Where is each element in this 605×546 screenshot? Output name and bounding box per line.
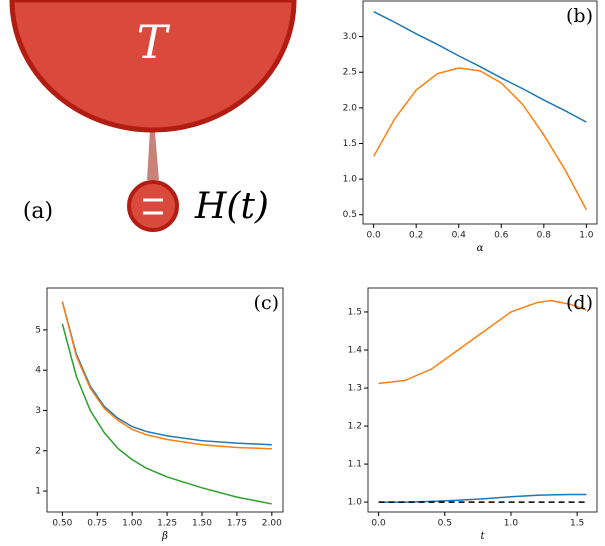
y-tick-label: 1.1 [348, 460, 362, 470]
series-line [372, 67, 588, 211]
x-axis-label: β [161, 531, 168, 542]
x-tick-label: 1.5 [570, 519, 584, 529]
stem [147, 96, 159, 180]
bottom-label: H(t) [194, 186, 269, 227]
x-tick-label: 1.0 [579, 231, 594, 241]
x-tick-label: 1.00 [122, 519, 142, 529]
panel-label: (b) [566, 5, 593, 27]
x-axis-label: t [480, 531, 485, 542]
y-tick-label: 1.5 [348, 307, 362, 317]
y-tick-label: 1.5 [343, 139, 357, 149]
x-tick-label: 0.0 [366, 231, 381, 241]
x-tick-label: 1.75 [227, 519, 247, 529]
axes-frame [367, 287, 598, 513]
series-line [61, 301, 272, 450]
series-line [378, 299, 587, 385]
y-tick-label: 1.4 [348, 345, 363, 355]
x-tick-label: 0.50 [52, 519, 72, 529]
x-axis-label: α [477, 243, 484, 254]
y-tick-label: 3.0 [343, 32, 358, 42]
y-tick-label: 3 [35, 406, 41, 416]
y-tick-label: 2.5 [343, 68, 357, 78]
y-tick-label: 1.0 [343, 175, 358, 185]
bottom-node [127, 180, 179, 232]
series-line [373, 11, 587, 123]
x-tick-label: 2.00 [262, 519, 282, 529]
series-line [61, 301, 272, 446]
panel-label: (a) [23, 199, 53, 224]
x-tick-label: 0.2 [409, 231, 423, 241]
series-line [61, 323, 272, 505]
panel-label: (d) [566, 292, 593, 314]
x-tick-label: 0.6 [494, 231, 509, 241]
x-tick-label: 1.0 [504, 519, 519, 529]
series-line [378, 493, 587, 503]
top-label: T [137, 15, 171, 69]
y-tick-label: 5 [35, 325, 41, 335]
x-tick-label: 1.50 [192, 519, 212, 529]
y-tick-label: 0.5 [343, 210, 357, 220]
axes-frame [46, 287, 284, 513]
diagram: T H(t) (a) [9, 0, 297, 232]
y-tick-label: 2 [35, 446, 41, 456]
x-tick-label: 0.0 [371, 519, 386, 529]
axes-frame [362, 0, 598, 225]
y-tick-label: 1.3 [348, 384, 362, 394]
y-tick-label: 2.0 [343, 103, 358, 113]
x-tick-label: 0.5 [438, 519, 452, 529]
y-tick-label: 1.0 [348, 498, 363, 508]
x-tick-label: 0.75 [87, 519, 107, 529]
y-tick-label: 1.2 [348, 422, 362, 432]
x-tick-label: 0.4 [452, 231, 467, 241]
x-tick-label: 1.25 [157, 519, 177, 529]
x-tick-label: 0.8 [537, 231, 552, 241]
y-tick-label: 1 [35, 487, 41, 497]
top-node [9, 0, 297, 133]
y-tick-label: 4 [35, 366, 41, 376]
panel-label: (c) [254, 292, 279, 314]
